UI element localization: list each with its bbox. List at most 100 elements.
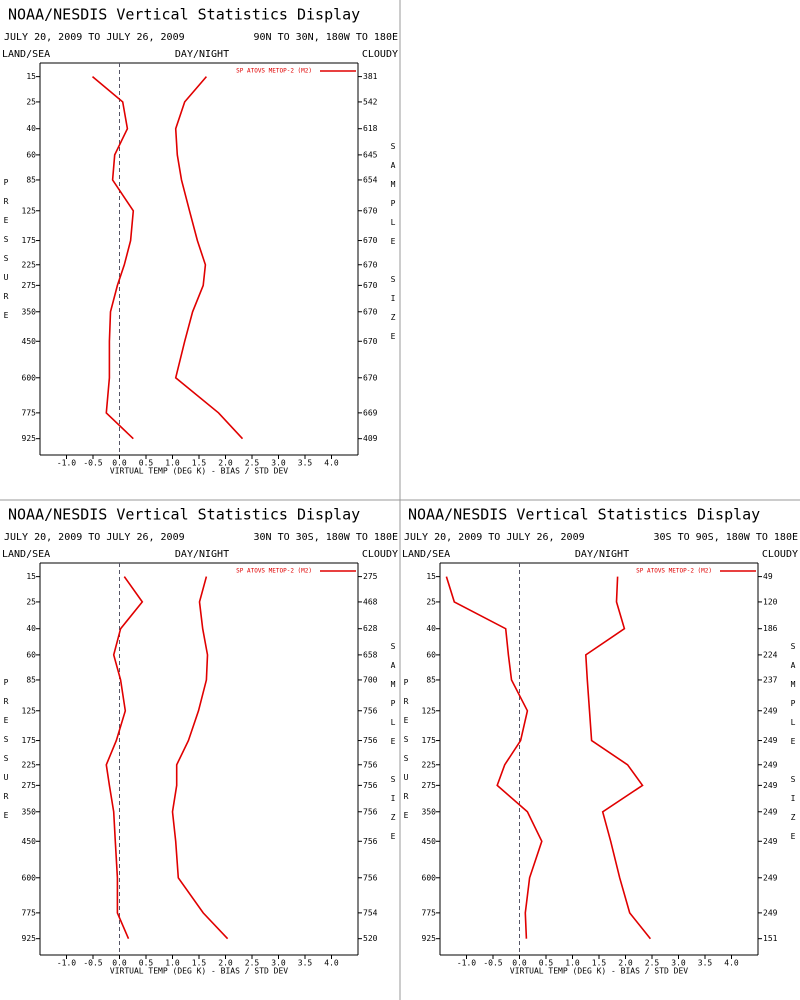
sample-size-label: 670 xyxy=(363,206,378,215)
x-tick-label: 4.0 xyxy=(324,459,339,468)
sample-size-label: 756 xyxy=(363,873,378,882)
legend-label: SP ATOVS METOP-2 (M2) xyxy=(236,568,312,575)
x-tick-label: 2.0 xyxy=(618,959,633,968)
x-tick-label: 1.5 xyxy=(192,959,207,968)
left-label: LAND/SEA xyxy=(402,549,450,560)
sample-size-label: 670 xyxy=(363,307,378,316)
bias-line xyxy=(91,75,135,440)
x-tick-label: 2.0 xyxy=(218,959,233,968)
sample-size-label: 275 xyxy=(363,572,378,581)
sample-size-label: 670 xyxy=(363,373,378,382)
chart-panel: NOAA/NESDIS Vertical Statistics Display J… xyxy=(402,506,799,976)
y-tick-label: 775 xyxy=(22,908,37,917)
y-tick-label: 350 xyxy=(22,807,37,816)
x-tick-label: 3.0 xyxy=(671,959,686,968)
sample-size-label: 468 xyxy=(363,597,378,606)
sample-size-label: 542 xyxy=(363,97,378,106)
y-tick-label: 225 xyxy=(22,760,37,769)
y-tick-label: 175 xyxy=(22,736,37,745)
panel-title: NOAA/NESDIS Vertical Statistics Display xyxy=(8,6,360,24)
y-tick-label: 275 xyxy=(22,281,37,290)
sample-size-label: 756 xyxy=(363,807,378,816)
y-tick-label: 600 xyxy=(22,873,37,882)
region: 90N TO 30N, 180W TO 180E xyxy=(254,32,399,43)
x-tick-label: 3.0 xyxy=(271,459,286,468)
x-tick-label: 2.5 xyxy=(245,459,260,468)
sample-size-label: 249 xyxy=(763,760,778,769)
sample-size-label: 645 xyxy=(363,150,378,159)
sample-size-label: 670 xyxy=(363,281,378,290)
sample-size-label: 628 xyxy=(363,624,378,633)
sample-size-label: 381 xyxy=(363,72,378,81)
y-tick-label: 175 xyxy=(422,736,437,745)
sample-size-label: 756 xyxy=(363,706,378,715)
y-tick-label: 450 xyxy=(22,337,37,346)
y-tick-label: 275 xyxy=(422,781,437,790)
x-tick-label: -0.5 xyxy=(83,959,102,968)
sample-size-label: 249 xyxy=(763,706,778,715)
x-tick-label: 1.0 xyxy=(165,459,180,468)
y-tick-label: 85 xyxy=(26,175,36,184)
x-tick-label: 1.5 xyxy=(592,959,607,968)
x-tick-label: 0.5 xyxy=(539,959,554,968)
date-range: JULY 20, 2009 TO JULY 26, 2009 xyxy=(4,532,185,543)
y-axis-label: PRESSURE xyxy=(2,678,11,830)
x-tick-label: 1.0 xyxy=(565,959,580,968)
std-dev-line xyxy=(174,76,244,440)
y-tick-label: 125 xyxy=(22,706,37,715)
sample-size-label: 151 xyxy=(763,934,778,943)
center-label: DAY/NIGHT xyxy=(175,549,229,560)
sample-size-label: 756 xyxy=(363,781,378,790)
legend-label: SP ATOVS METOP-2 (M2) xyxy=(636,568,712,575)
y-tick-label: 125 xyxy=(422,706,437,715)
sample-size-label: 49 xyxy=(763,572,773,581)
y-tick-label: 125 xyxy=(22,206,37,215)
sample-size-label: 670 xyxy=(363,337,378,346)
y-tick-label: 25 xyxy=(26,97,36,106)
y2-axis-label: SAMPLE SIZE xyxy=(389,142,398,351)
y-tick-label: 85 xyxy=(426,675,436,684)
y-tick-label: 40 xyxy=(426,624,436,633)
x-tick-label: 2.5 xyxy=(645,959,660,968)
y-tick-label: 275 xyxy=(22,781,37,790)
y-tick-label: 40 xyxy=(26,124,36,133)
y2-axis-label: SAMPLE SIZE xyxy=(389,642,398,851)
sample-size-label: 754 xyxy=(363,908,378,917)
x-tick-label: 0.0 xyxy=(112,959,127,968)
region: 30N TO 30S, 180W TO 180E xyxy=(254,532,399,543)
sample-size-label: 249 xyxy=(763,807,778,816)
x-tick-label: 3.5 xyxy=(698,959,713,968)
panel-title: NOAA/NESDIS Vertical Statistics Display xyxy=(408,506,760,524)
legend-label: SP ATOVS METOP-2 (M2) xyxy=(236,68,312,75)
x-tick-label: -1.0 xyxy=(57,459,76,468)
y-tick-label: 15 xyxy=(426,572,436,581)
x-tick-label: 0.0 xyxy=(512,959,527,968)
sample-size-label: 700 xyxy=(363,675,378,684)
right-label: CLOUDY xyxy=(362,49,398,60)
y-axis-label: PRESSURE xyxy=(402,678,411,830)
right-label: CLOUDY xyxy=(362,549,398,560)
y-tick-label: 15 xyxy=(26,72,36,81)
sample-size-label: 249 xyxy=(763,781,778,790)
sample-size-label: 670 xyxy=(363,260,378,269)
x-tick-label: 0.0 xyxy=(112,459,127,468)
y-tick-label: 15 xyxy=(26,572,36,581)
sample-size-label: 186 xyxy=(763,624,778,633)
y-tick-label: 175 xyxy=(22,236,37,245)
sample-size-label: 669 xyxy=(363,408,378,417)
left-label: LAND/SEA xyxy=(2,549,50,560)
std-dev-line xyxy=(584,576,652,940)
x-axis-label: VIRTUAL TEMP (DEG K) - BIAS / STD DEV xyxy=(510,967,688,976)
sample-size-label: 756 xyxy=(363,837,378,846)
x-tick-label: -1.0 xyxy=(457,959,476,968)
y2-axis-label: SAMPLE SIZE xyxy=(789,642,798,851)
center-label: DAY/NIGHT xyxy=(175,49,229,60)
y-tick-label: 775 xyxy=(22,408,37,417)
y-tick-label: 60 xyxy=(426,650,436,659)
x-axis-label: VIRTUAL TEMP (DEG K) - BIAS / STD DEV xyxy=(110,967,288,976)
sample-size-label: 618 xyxy=(363,124,378,133)
bias-line xyxy=(445,576,543,939)
x-tick-label: 3.5 xyxy=(298,459,313,468)
y-tick-label: 775 xyxy=(422,908,437,917)
y-tick-label: 40 xyxy=(26,624,36,633)
